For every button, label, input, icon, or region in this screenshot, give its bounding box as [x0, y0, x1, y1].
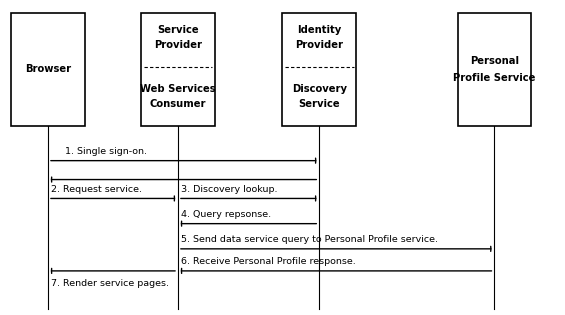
Bar — [458, 13, 531, 126]
Text: 2. Request service.: 2. Request service. — [51, 185, 142, 194]
Text: Consumer: Consumer — [150, 99, 206, 109]
Text: Discovery: Discovery — [292, 84, 347, 94]
Text: Personal: Personal — [470, 56, 519, 66]
Text: Provider: Provider — [154, 40, 202, 50]
Text: Profile Service: Profile Service — [453, 73, 536, 83]
Text: Provider: Provider — [295, 40, 343, 50]
Text: 1. Single sign-on.: 1. Single sign-on. — [65, 147, 147, 156]
Text: 7. Render service pages.: 7. Render service pages. — [51, 279, 169, 288]
Text: Browser: Browser — [25, 64, 71, 74]
Text: 5. Send data service query to Personal Profile service.: 5. Send data service query to Personal P… — [181, 235, 438, 244]
Text: 6. Receive Personal Profile response.: 6. Receive Personal Profile response. — [181, 257, 355, 266]
Text: 4. Query repsonse.: 4. Query repsonse. — [181, 210, 271, 219]
Bar — [282, 13, 356, 126]
Text: 3. Discovery lookup.: 3. Discovery lookup. — [181, 185, 277, 194]
Text: Web Services: Web Services — [140, 84, 216, 94]
Bar — [11, 13, 85, 126]
Text: Identity: Identity — [297, 25, 341, 35]
Text: Service: Service — [298, 99, 340, 109]
Text: Service: Service — [157, 25, 199, 35]
Bar — [141, 13, 215, 126]
